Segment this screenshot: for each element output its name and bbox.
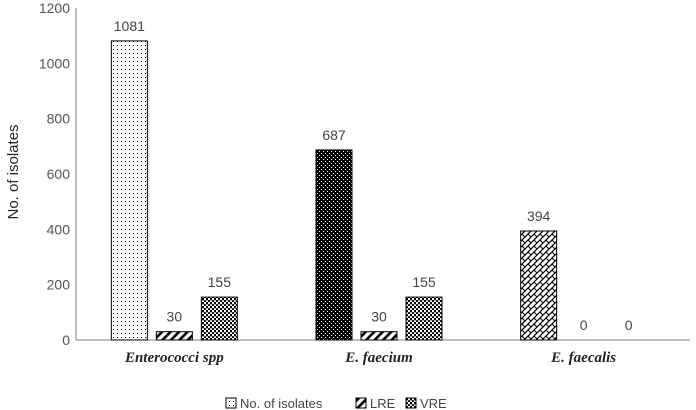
y-tick-label: 0 [62, 332, 70, 348]
data-label: 30 [167, 309, 183, 325]
y-axis-label: No. of isolates [5, 124, 22, 219]
category-label: E. faecium [344, 350, 413, 366]
legend-label: No. of isolates [240, 396, 323, 410]
axes [75, 8, 690, 341]
data-label: 0 [580, 317, 588, 333]
category-label: E. faecalis [550, 350, 616, 366]
bar [110, 40, 148, 341]
data-labels: 1081 30 155 687 30 155 394 0 0 [114, 18, 633, 333]
data-label: 155 [208, 274, 232, 290]
legend: No. of isolates LRE VRE [225, 396, 447, 410]
bar [315, 149, 353, 341]
legend-swatch [405, 397, 417, 409]
data-label: 394 [527, 208, 551, 224]
category-label: Enterococci spp [124, 350, 224, 366]
y-tick-label: 400 [47, 221, 71, 237]
bars [110, 40, 558, 341]
legend-swatch [225, 397, 237, 409]
data-label: 30 [371, 309, 387, 325]
bar [360, 331, 398, 341]
y-tick-label: 1000 [39, 55, 70, 71]
y-tick-label: 200 [47, 277, 71, 293]
bar [155, 331, 193, 341]
legend-label: LRE [370, 396, 396, 410]
data-label: 1081 [114, 18, 145, 34]
y-ticks: 0 200 400 600 800 1000 1200 [39, 0, 70, 348]
y-tick-label: 800 [47, 111, 71, 127]
category-labels: Enterococci spp E. faecium E. faecalis [124, 350, 616, 366]
data-label: 687 [322, 127, 346, 143]
data-label: 0 [625, 317, 633, 333]
data-label: 155 [412, 274, 436, 290]
bar [520, 230, 558, 341]
legend-label: VRE [420, 396, 447, 410]
bar [200, 296, 238, 341]
y-tick-label: 1200 [39, 0, 70, 16]
y-tick-label: 600 [47, 166, 71, 182]
bar [405, 296, 443, 341]
legend-swatch [355, 397, 367, 409]
